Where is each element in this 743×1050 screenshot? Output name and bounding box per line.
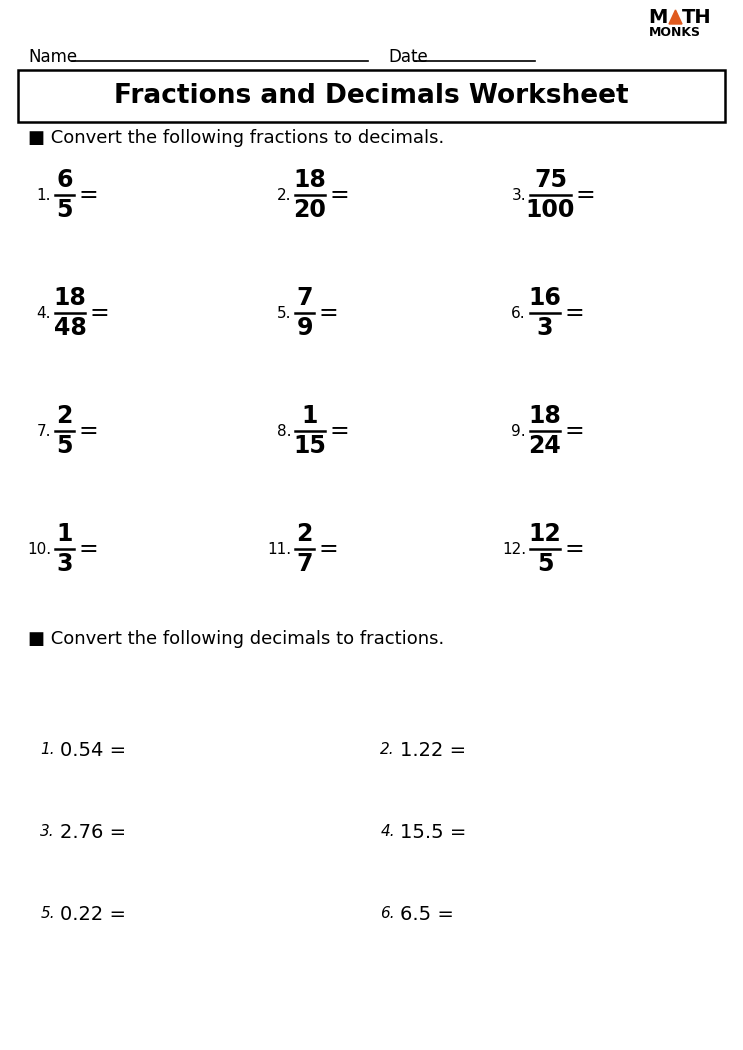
Text: 6: 6 (56, 168, 73, 192)
Text: 7: 7 (296, 286, 313, 310)
Text: 9: 9 (296, 316, 313, 340)
Text: =: = (318, 537, 338, 561)
Text: =: = (78, 537, 98, 561)
Text: 5.: 5. (276, 306, 291, 320)
Text: 6.: 6. (380, 906, 395, 922)
Text: 3: 3 (56, 552, 73, 576)
Text: 2: 2 (296, 522, 313, 546)
Text: 1.: 1. (40, 742, 55, 757)
Text: ■ Convert the following decimals to fractions.: ■ Convert the following decimals to frac… (28, 630, 444, 648)
Text: 20: 20 (293, 198, 326, 222)
Text: M: M (648, 8, 667, 27)
FancyBboxPatch shape (18, 70, 725, 122)
Text: 1.: 1. (36, 188, 51, 203)
Text: =: = (89, 301, 109, 326)
Text: 5: 5 (536, 552, 554, 576)
Polygon shape (669, 10, 682, 24)
Text: 6.5 =: 6.5 = (400, 904, 454, 924)
Text: 3.: 3. (40, 824, 55, 840)
Text: TH: TH (682, 8, 712, 27)
Text: 5.: 5. (40, 906, 55, 922)
Text: 75: 75 (534, 168, 567, 192)
Text: =: = (78, 419, 98, 443)
Text: 16: 16 (528, 286, 562, 310)
Text: 3.: 3. (511, 188, 526, 203)
Text: 2: 2 (56, 404, 73, 428)
Text: 15.5 =: 15.5 = (400, 822, 467, 841)
Text: 7.: 7. (36, 423, 51, 439)
Text: 8.: 8. (276, 423, 291, 439)
Text: 18: 18 (528, 404, 562, 428)
Text: =: = (329, 419, 349, 443)
Text: 2.: 2. (380, 742, 395, 757)
Text: 5: 5 (56, 198, 73, 222)
Text: Name: Name (28, 48, 77, 66)
Text: 0.22 =: 0.22 = (60, 904, 126, 924)
Text: =: = (564, 419, 584, 443)
Text: 4.: 4. (380, 824, 395, 840)
Text: 18: 18 (293, 168, 326, 192)
Text: 1.22 =: 1.22 = (400, 740, 466, 759)
Text: =: = (318, 301, 338, 326)
Text: 15: 15 (293, 434, 326, 458)
Text: 12: 12 (528, 522, 562, 546)
Text: 2.76 =: 2.76 = (60, 822, 126, 841)
Text: 0.54 =: 0.54 = (60, 740, 126, 759)
Text: 24: 24 (528, 434, 562, 458)
Text: 100: 100 (526, 198, 575, 222)
Text: Date: Date (388, 48, 428, 66)
Text: 5: 5 (56, 434, 73, 458)
Text: 1: 1 (302, 404, 318, 428)
Text: 7: 7 (296, 552, 313, 576)
Text: =: = (564, 301, 584, 326)
Text: 18: 18 (53, 286, 86, 310)
Text: =: = (575, 183, 595, 207)
Text: 4.: 4. (36, 306, 51, 320)
Text: =: = (78, 183, 98, 207)
Text: 1: 1 (56, 522, 73, 546)
Text: 6.: 6. (511, 306, 526, 320)
Text: ■ Convert the following fractions to decimals.: ■ Convert the following fractions to dec… (28, 129, 444, 147)
Text: 2.: 2. (276, 188, 291, 203)
Text: 48: 48 (53, 316, 86, 340)
Text: Fractions and Decimals Worksheet: Fractions and Decimals Worksheet (114, 83, 629, 109)
Text: =: = (329, 183, 349, 207)
Text: 3: 3 (536, 316, 554, 340)
Text: MONKS: MONKS (649, 26, 701, 39)
Text: 9.: 9. (511, 423, 526, 439)
Text: 12.: 12. (502, 542, 526, 557)
Text: 11.: 11. (267, 542, 291, 557)
Text: =: = (564, 537, 584, 561)
Text: 10.: 10. (27, 542, 51, 557)
